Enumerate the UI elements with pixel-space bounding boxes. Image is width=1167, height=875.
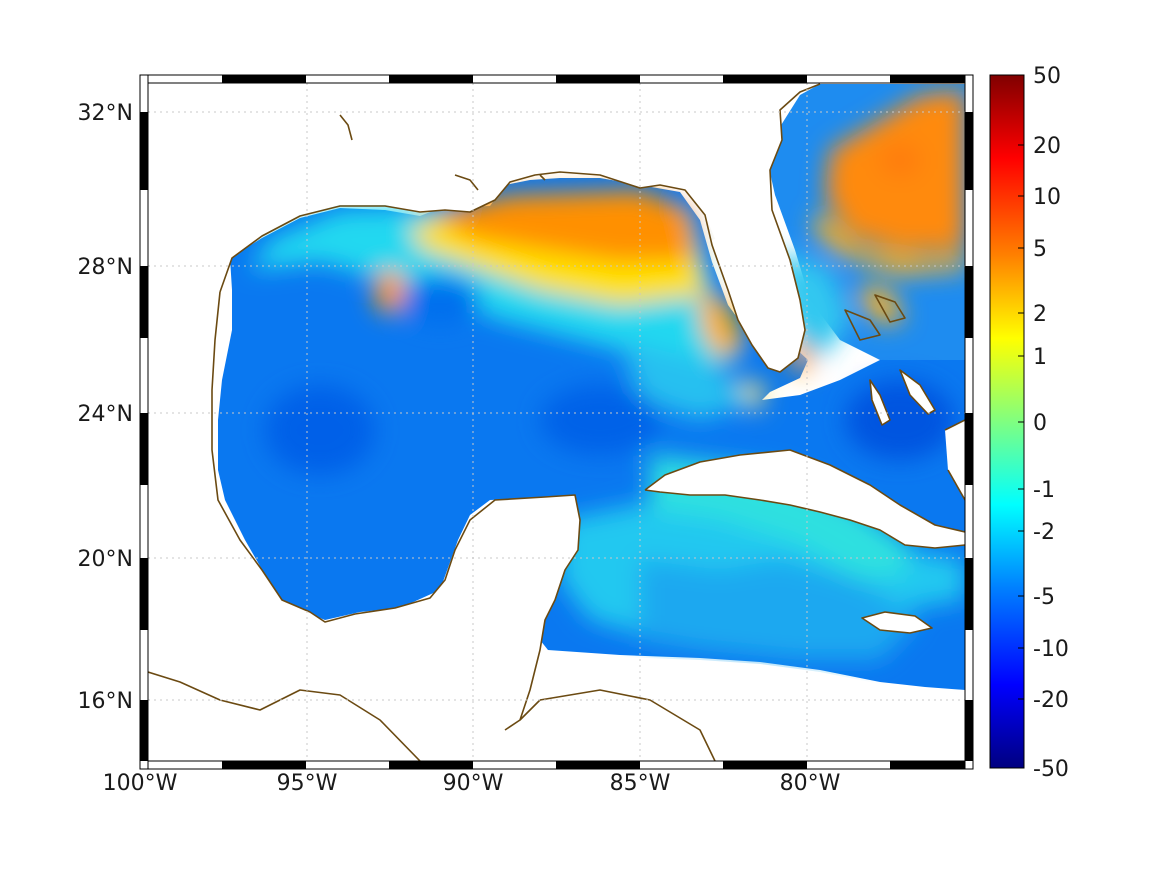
x-axis-labels: 100°W 95°W 90°W 85°W 80°W xyxy=(103,771,841,796)
y-tick-label: 24°N xyxy=(78,402,133,427)
x-tick-label: 90°W xyxy=(443,771,504,796)
y-tick-label: 20°N xyxy=(78,547,133,572)
colorbar-tick-label: 2 xyxy=(1033,302,1047,327)
colorbar-tick-label: -2 xyxy=(1033,520,1055,545)
colorbar-ticks xyxy=(1018,74,1024,769)
data-field xyxy=(148,83,965,761)
colorbar-tick-label: 50 xyxy=(1033,64,1061,89)
y-tick-label: 16°N xyxy=(78,689,133,714)
colorbar-tick-label: 20 xyxy=(1033,134,1061,159)
y-tick-label: 32°N xyxy=(78,101,133,126)
colorbar-tick-label: 10 xyxy=(1033,185,1061,210)
x-tick-label: 80°W xyxy=(780,771,841,796)
colorbar-tick-label: -50 xyxy=(1033,757,1069,782)
graticule xyxy=(148,83,965,761)
map-frame xyxy=(139,74,974,770)
land xyxy=(148,83,965,761)
colorbar-tick-label: -20 xyxy=(1033,688,1069,713)
colorbar-tick-label: -5 xyxy=(1033,585,1055,610)
y-tick-label: 28°N xyxy=(78,255,133,280)
y-axis-labels: 32°N 28°N 24°N 20°N 16°N xyxy=(78,101,133,714)
x-tick-label: 95°W xyxy=(277,771,338,796)
x-tick-label: 100°W xyxy=(103,771,178,796)
colorbar: 50 20 10 5 2 1 0 -1 -2 -5 -10 -20 -50 xyxy=(989,64,1069,782)
colorbar-tick-label: 0 xyxy=(1033,411,1047,436)
colorbar-tick-label: 5 xyxy=(1033,237,1047,262)
colorbar-tick-label: -1 xyxy=(1033,478,1055,503)
colorbar-tick-label: 1 xyxy=(1033,345,1047,370)
colorbar-tick-label: -10 xyxy=(1033,637,1069,662)
x-tick-label: 85°W xyxy=(610,771,671,796)
